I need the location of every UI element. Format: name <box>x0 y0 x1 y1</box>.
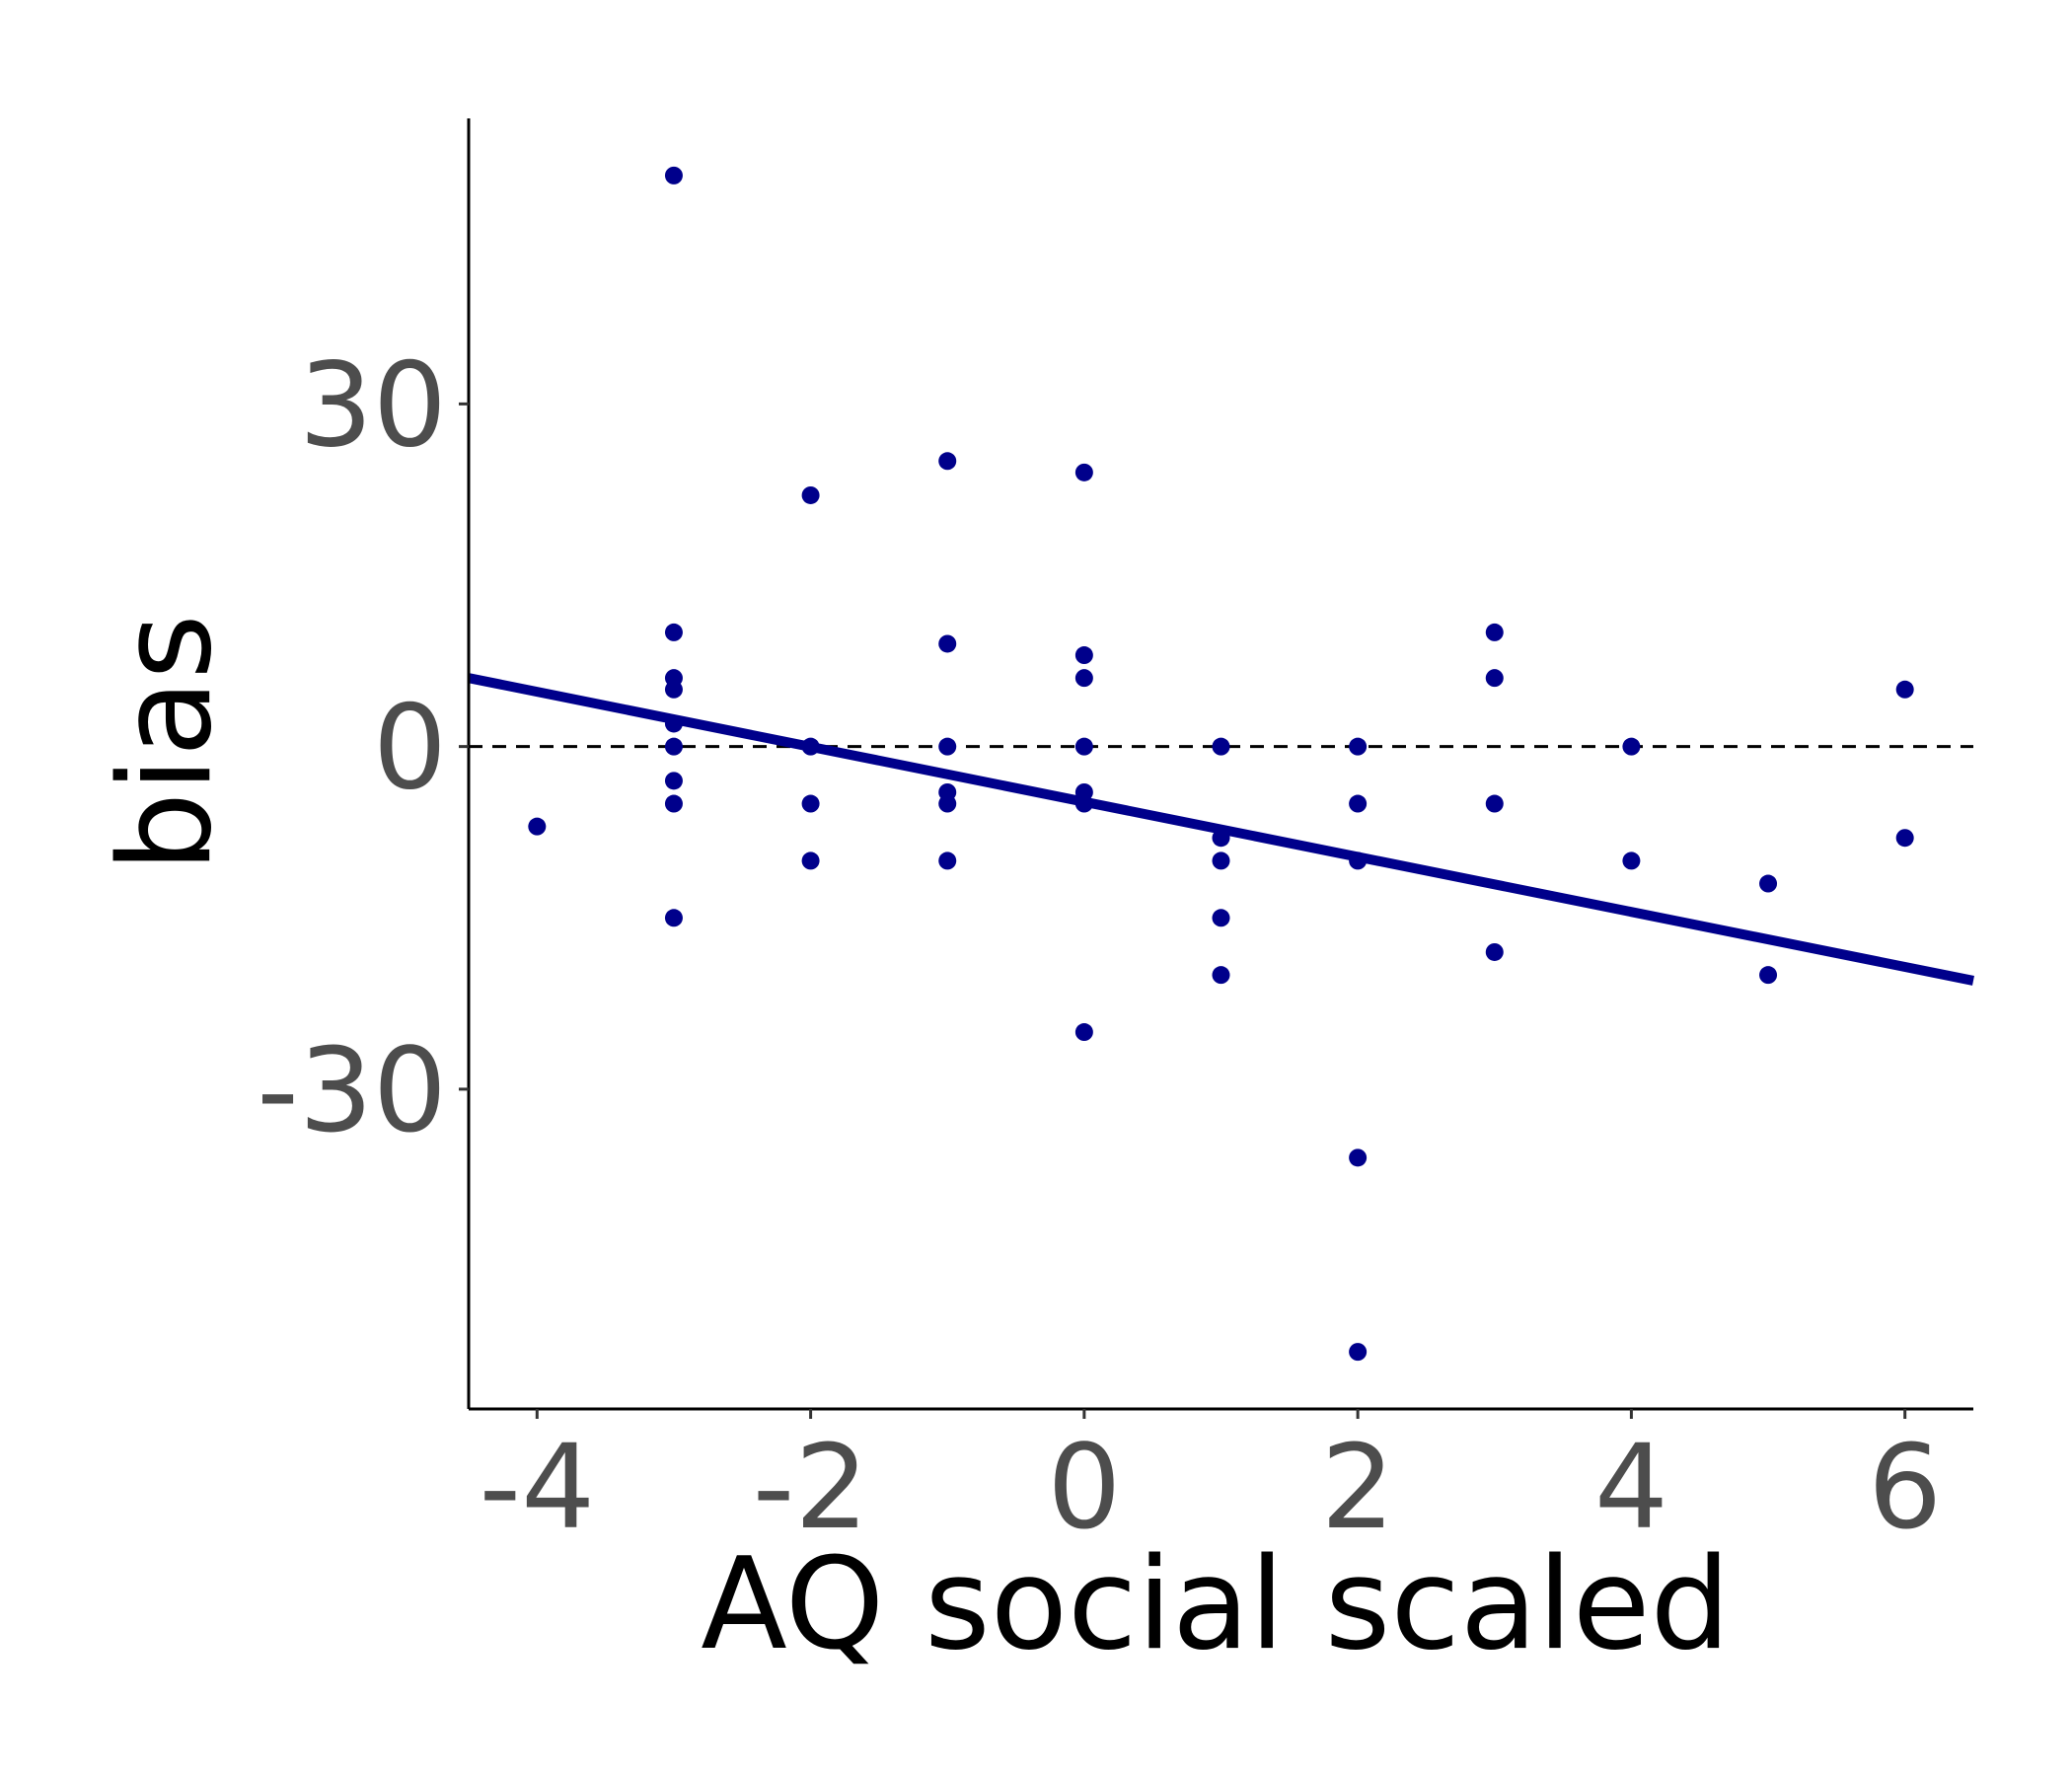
x-ticks: -4 -2 0 2 4 6 <box>479 1409 1942 1555</box>
data-point <box>1759 966 1778 985</box>
data-point <box>1895 829 1914 848</box>
data-point <box>1485 623 1504 641</box>
data-point <box>1349 737 1368 756</box>
data-point <box>1074 646 1093 665</box>
data-point <box>938 851 957 870</box>
data-point <box>664 794 683 813</box>
x-tick-label: -2 <box>753 1419 869 1555</box>
data-point <box>1622 737 1641 756</box>
data-point <box>1074 669 1093 688</box>
axes-layer <box>467 118 1973 1411</box>
data-point <box>1212 966 1230 985</box>
data-point <box>664 772 683 790</box>
x-tick-label: 6 <box>1868 1419 1942 1555</box>
data-point <box>1622 851 1641 870</box>
data-point <box>1349 794 1368 813</box>
y-tick-label: 0 <box>373 680 447 816</box>
data-point <box>664 166 683 185</box>
data-point <box>1212 851 1230 870</box>
data-point <box>1349 1148 1368 1167</box>
data-point <box>1212 909 1230 927</box>
regression-layer <box>468 673 1974 986</box>
data-point <box>801 851 820 870</box>
y-tick-label: 30 <box>299 336 447 473</box>
x-tick-label: 0 <box>1047 1419 1121 1555</box>
data-point <box>528 817 547 836</box>
data-point <box>938 737 957 756</box>
x-axis-title: AQ social scaled <box>701 1531 1730 1678</box>
data-point <box>664 909 683 927</box>
data-point <box>1895 680 1914 699</box>
regression-line <box>468 673 1974 986</box>
points-layer <box>528 166 1914 1362</box>
data-point <box>1074 1023 1093 1042</box>
data-point <box>801 794 820 813</box>
data-point <box>1074 737 1093 756</box>
data-point <box>1349 1343 1368 1362</box>
data-point <box>664 680 683 699</box>
x-tick-label: 2 <box>1321 1419 1395 1555</box>
y-ticks: -30 0 30 <box>257 336 469 1158</box>
data-point <box>938 794 957 813</box>
y-axis-title: bias <box>93 614 240 872</box>
data-point <box>1485 669 1504 688</box>
data-point <box>801 485 820 504</box>
data-point <box>664 737 683 756</box>
data-point <box>1074 463 1093 481</box>
data-point <box>1212 737 1230 756</box>
x-tick-label: 4 <box>1594 1419 1668 1555</box>
data-point <box>1485 942 1504 961</box>
x-tick-label: -4 <box>479 1419 595 1555</box>
data-point <box>1759 874 1778 893</box>
data-point <box>938 634 957 653</box>
data-point <box>1485 794 1504 813</box>
data-point <box>938 452 957 471</box>
y-tick-label: -30 <box>257 1022 447 1158</box>
data-point <box>664 623 683 641</box>
